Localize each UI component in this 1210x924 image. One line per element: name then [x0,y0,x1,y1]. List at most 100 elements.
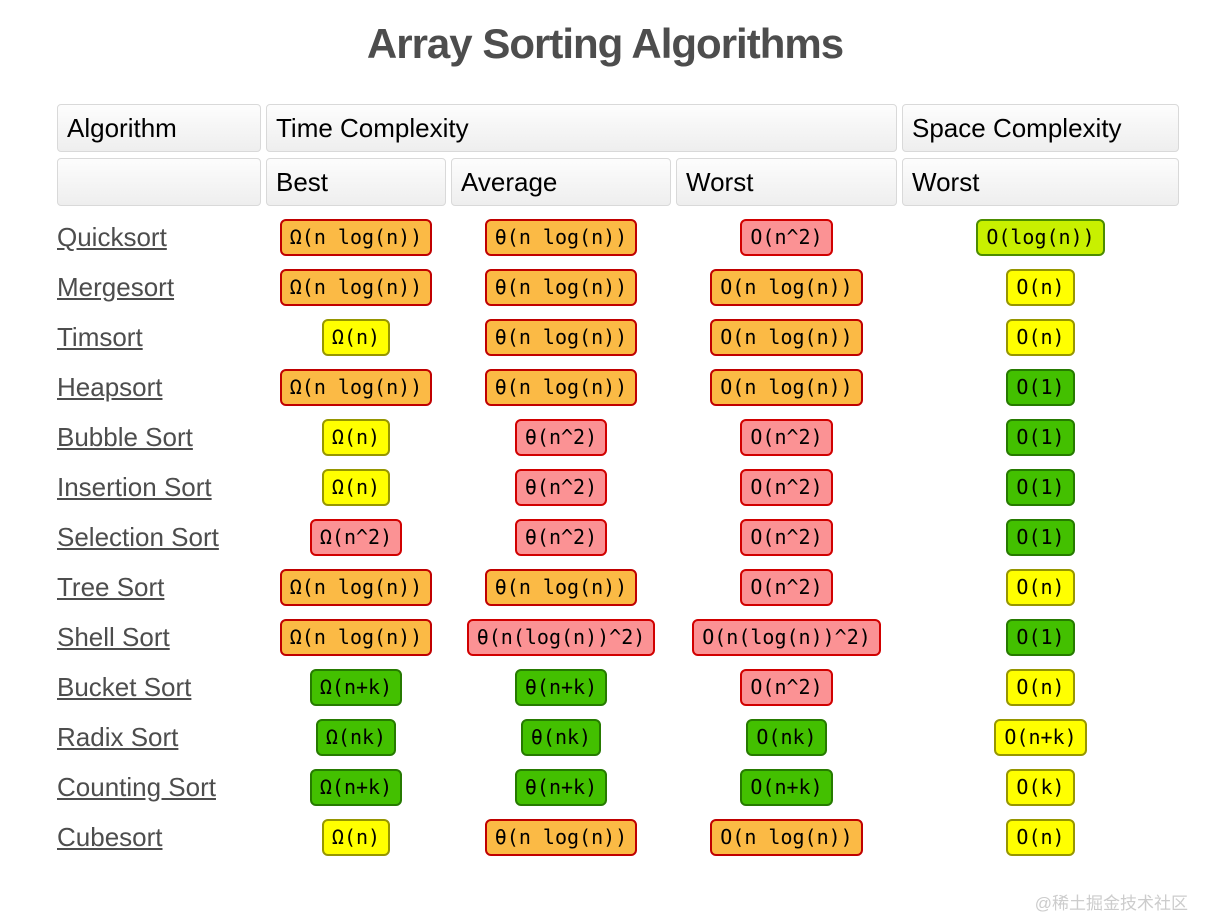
table-row: Insertion Sort Ω(n) θ(n^2) O(n^2) O(1) [57,462,1181,512]
space-complexity-badge: O(n) [1006,268,1075,306]
average-cell: θ(n^2) [451,518,671,556]
average-complexity-badge: θ(n log(n)) [484,318,638,356]
worst-cell: O(n^2) [676,568,897,606]
worst-cell: O(n log(n)) [676,268,897,306]
average-complexity-badge: θ(n^2) [514,518,608,556]
algorithm-cell: Timsort [57,322,261,353]
worst-complexity-badge: O(n^2) [740,218,833,256]
table-row: Timsort Ω(n) θ(n log(n)) O(n log(n)) O(n… [57,312,1181,362]
worst-complexity-badge: O(n log(n)) [710,318,863,356]
worst-complexity-badge: O(n^2) [740,418,833,456]
best-complexity-badge: Ω(nk) [315,718,397,756]
header-space-complexity: Space Complexity [902,104,1179,152]
worst-cell: O(n(log(n))^2) [676,618,897,656]
best-cell: Ω(n) [266,468,446,506]
worst-complexity-badge: O(n(log(n))^2) [692,618,881,656]
worst-cell: O(n log(n)) [676,818,897,856]
watermark: @稀土掘金技术社区 [1034,894,1188,913]
table-row: Quicksort Ω(n log(n)) θ(n log(n)) O(n^2)… [57,212,1181,262]
algorithm-link[interactable]: Selection Sort [57,521,219,552]
best-complexity-badge: Ω(n+k) [309,768,403,806]
header-space-worst: Worst [902,158,1179,206]
best-cell: Ω(n log(n)) [266,618,446,656]
best-cell: Ω(n log(n)) [266,368,446,406]
space-cell: O(log(n)) [902,218,1179,256]
best-cell: Ω(nk) [266,718,446,756]
worst-complexity-badge: O(n+k) [740,768,833,806]
space-complexity-badge: O(1) [1006,518,1075,556]
header-row-subcolumns: Best Average Worst Worst [57,158,1181,206]
algorithm-link[interactable]: Insertion Sort [57,471,212,502]
table-row: Bubble Sort Ω(n) θ(n^2) O(n^2) O(1) [57,412,1181,462]
space-cell: O(n) [902,268,1179,306]
algorithm-cell: Mergesort [57,272,261,303]
space-complexity-badge: O(1) [1006,418,1075,456]
algorithm-link[interactable]: Cubesort [57,821,163,852]
algorithm-link[interactable]: Bubble Sort [57,421,193,452]
space-complexity-badge: O(1) [1006,368,1075,406]
algorithm-cell: Radix Sort [57,722,261,753]
average-cell: θ(n log(n)) [451,568,671,606]
header-time-complexity: Time Complexity [266,104,897,152]
space-complexity-badge: O(log(n)) [976,218,1105,256]
best-complexity-badge: Ω(n) [321,318,391,356]
average-cell: θ(nk) [451,718,671,756]
algorithm-link[interactable]: Heapsort [57,371,163,402]
space-complexity-badge: O(k) [1006,768,1075,806]
best-complexity-badge: Ω(n^2) [309,518,403,556]
space-complexity-badge: O(1) [1006,618,1075,656]
algorithm-link[interactable]: Counting Sort [57,771,216,802]
average-complexity-badge: θ(n(log(n))^2) [466,618,656,656]
algorithm-link[interactable]: Quicksort [57,221,167,252]
best-cell: Ω(n+k) [266,768,446,806]
algorithm-cell: Shell Sort [57,622,261,653]
algorithm-link[interactable]: Shell Sort [57,621,170,652]
algorithm-cell: Tree Sort [57,572,261,603]
space-cell: O(1) [902,468,1179,506]
best-complexity-badge: Ω(n log(n)) [279,268,433,306]
average-cell: θ(n log(n)) [451,318,671,356]
header-worst: Worst [676,158,897,206]
worst-cell: O(n^2) [676,418,897,456]
algorithm-link[interactable]: Mergesort [57,271,175,302]
space-cell: O(k) [902,768,1179,806]
average-complexity-badge: θ(n log(n)) [484,268,638,306]
algorithm-link[interactable]: Bucket Sort [57,671,192,702]
average-complexity-badge: θ(n+k) [514,668,608,706]
algorithm-cell: Quicksort [57,222,261,253]
best-complexity-badge: Ω(n+k) [309,668,403,706]
algorithm-link[interactable]: Timsort [57,321,143,352]
space-complexity-badge: O(n+k) [994,718,1087,756]
average-cell: θ(n^2) [451,418,671,456]
worst-cell: O(n log(n)) [676,368,897,406]
algorithm-cell: Bucket Sort [57,672,261,703]
worst-complexity-badge: O(n^2) [740,518,833,556]
header-empty-cell [57,158,261,206]
average-cell: θ(n log(n)) [451,218,671,256]
average-complexity-badge: θ(n log(n)) [484,568,638,606]
best-cell: Ω(n log(n)) [266,218,446,256]
space-cell: O(1) [902,368,1179,406]
algorithm-cell: Bubble Sort [57,422,261,453]
best-complexity-badge: Ω(n log(n)) [279,368,433,406]
algorithm-cell: Selection Sort [57,522,261,553]
worst-complexity-badge: O(n log(n)) [710,368,863,406]
average-complexity-badge: θ(n log(n)) [484,368,638,406]
algorithm-cell: Heapsort [57,372,261,403]
space-cell: O(1) [902,418,1179,456]
page-title: Array Sorting Algorithms [366,20,844,67]
header-best: Best [266,158,446,206]
worst-cell: O(n^2) [676,468,897,506]
space-cell: O(1) [902,518,1179,556]
worst-complexity-badge: O(n^2) [740,668,833,706]
table-row: Heapsort Ω(n log(n)) θ(n log(n)) O(n log… [57,362,1181,412]
best-cell: Ω(n) [266,318,446,356]
algorithm-link[interactable]: Tree Sort [57,571,165,602]
worst-complexity-badge: O(n log(n)) [710,818,863,856]
algorithm-link[interactable]: Radix Sort [57,721,179,752]
average-cell: θ(n log(n)) [451,818,671,856]
header-row-groups: Algorithm Time Complexity Space Complexi… [57,104,1181,152]
table-row: Tree Sort Ω(n log(n)) θ(n log(n)) O(n^2)… [57,562,1181,612]
space-cell: O(n) [902,568,1179,606]
worst-complexity-badge: O(n^2) [740,568,833,606]
